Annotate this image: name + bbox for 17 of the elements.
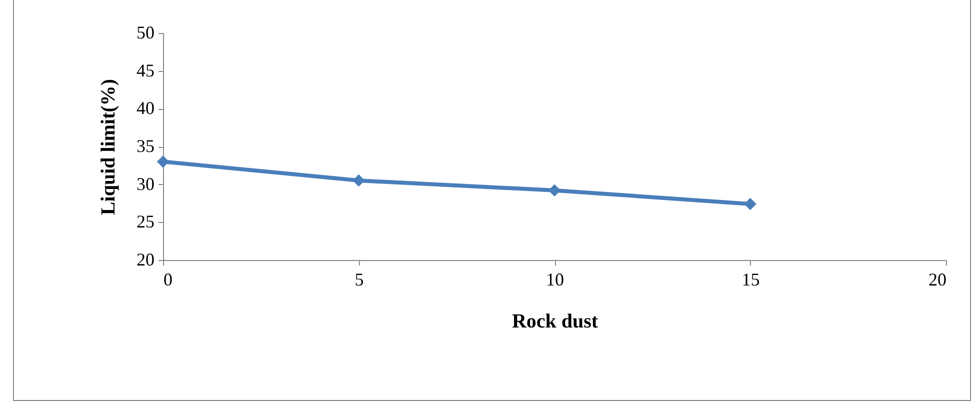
y-tick-label: 45 [136,60,154,80]
point [744,198,756,210]
y-axis-title: Liquid limit(%) [98,78,120,216]
y-tick-label: 25 [136,212,154,232]
point [352,174,365,187]
y-tick-label: 50 [136,22,154,42]
x-tick-label: 20 [928,270,946,290]
x-tick-label: 15 [742,270,760,290]
y-tick-label: 35 [136,136,154,156]
x-axis-title: Rock dust [512,310,598,332]
x-tick-label: 0 [164,270,172,290]
y-tick-label: 20 [136,250,154,270]
y-tick-label: 40 [136,98,154,118]
y-tick-label: 30 [136,174,154,194]
point [156,156,170,168]
x-tick-label: 5 [354,270,364,290]
x-tick-label: 10 [546,270,564,290]
